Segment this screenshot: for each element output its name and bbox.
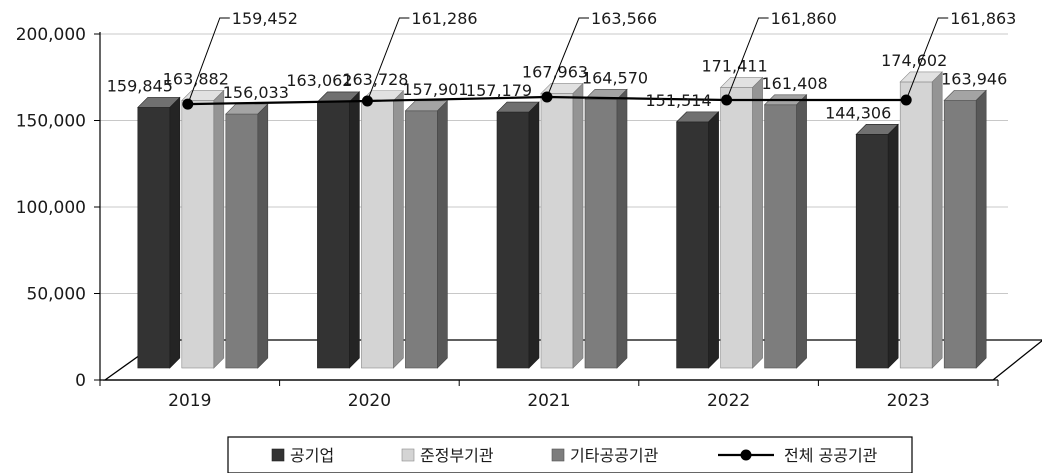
bar (316, 91, 361, 369)
legend-swatch (401, 448, 415, 462)
bar-side (528, 101, 540, 369)
bar (404, 100, 449, 369)
bar-value-label: 151,514 (646, 91, 712, 110)
legend-swatch (551, 448, 565, 462)
bar-side (708, 111, 719, 369)
bar-value-label: 163,882 (163, 69, 229, 88)
data-labels: 159,845163,882156,033163,062163,728157,9… (107, 9, 1017, 122)
bar-value-label: 163,946 (941, 69, 1007, 88)
bar (360, 90, 405, 369)
legend-label: 공기업 (290, 446, 334, 465)
bar-front (361, 100, 394, 369)
bar (496, 101, 540, 369)
x-tick-label: 2021 (527, 391, 570, 411)
x-tick-label: 2022 (707, 391, 750, 411)
bar-side (975, 89, 987, 369)
bar (225, 103, 269, 369)
bar-value-label: 157,179 (466, 81, 532, 100)
line-value-label: 161,860 (771, 9, 837, 28)
bar-front (720, 87, 753, 369)
x-tick-label: 2023 (887, 391, 930, 411)
x-tick-label: 2020 (348, 391, 391, 411)
bar-front (137, 107, 171, 369)
bar (763, 94, 808, 369)
bar-value-label: 156,033 (223, 83, 289, 102)
bar-side (349, 91, 360, 369)
line-value-label: 163,566 (591, 9, 657, 28)
bar-front (676, 121, 709, 369)
bars (137, 71, 987, 369)
bar-front (764, 104, 797, 369)
legend-swatch (271, 448, 285, 462)
y-tick-label: 150,000 (16, 112, 86, 132)
bar-front (540, 93, 574, 369)
legend-box (227, 436, 913, 473)
bar-front (943, 100, 977, 369)
legend-line-marker (740, 449, 752, 461)
line-value-label: 159,452 (232, 9, 298, 28)
bar-value-label: 159,845 (107, 76, 173, 95)
bar-front (899, 81, 933, 369)
line-callout-leader (187, 17, 230, 105)
bar-side (752, 76, 763, 369)
bar-side (393, 90, 404, 369)
legend-label: 준정부기관 (420, 446, 494, 465)
bar-value-label: 174,602 (881, 51, 947, 70)
line-value-label: 161,286 (411, 9, 477, 28)
bar-side (257, 103, 269, 369)
bar (584, 88, 628, 369)
bar (719, 76, 764, 369)
bar-side (887, 123, 899, 369)
bar-front (405, 110, 438, 369)
line-callout-leader (546, 17, 589, 98)
line-value-label: 161,863 (950, 9, 1016, 28)
bar (675, 111, 720, 369)
legend-label: 기타공공기관 (570, 446, 659, 465)
bar-value-label: 157,901 (402, 80, 468, 99)
y-tick-label: 50,000 (27, 285, 86, 305)
legend-label: 전체 공공기관 (784, 446, 878, 465)
line-callout-leader (905, 17, 949, 101)
legend: 공기업 준정부기관 기타공공기관 전체 공공기관 (227, 436, 913, 473)
bar-front (584, 98, 618, 369)
bar-side (572, 82, 584, 369)
bar-side (169, 96, 181, 369)
line-callout-leader (726, 17, 769, 101)
bar (855, 123, 899, 369)
bar-front (181, 100, 215, 369)
bar-value-label: 164,570 (582, 68, 648, 87)
bar-front (317, 101, 350, 369)
bar (943, 89, 987, 369)
axes: 0 50,000 100,000 150,000 200,000 2019 2020 2021… (16, 25, 999, 411)
bar-value-label: 144,306 (825, 103, 891, 122)
bar-side (796, 94, 807, 369)
bar-side (931, 71, 943, 369)
bar-value-label: 161,408 (762, 74, 828, 93)
y-tick-label: 100,000 (16, 198, 86, 218)
y-tick-label: 200,000 (16, 25, 86, 45)
bar (899, 71, 943, 369)
bar-side (616, 88, 628, 369)
bar-front (225, 113, 259, 369)
bar-value-label: 167,963 (522, 62, 588, 81)
bar-front (496, 111, 530, 369)
x-tick-label: 2019 (168, 391, 211, 411)
bar-value-label: 171,411 (702, 56, 768, 75)
bar-front (855, 134, 889, 369)
bar (540, 82, 584, 369)
bar-value-label: 163,062 (286, 71, 352, 90)
line-callout-leader (366, 17, 410, 102)
bar (137, 96, 181, 369)
bar-side (213, 89, 225, 369)
bar (181, 89, 225, 369)
bar-side (437, 100, 448, 369)
y-tick-label: 0 (75, 371, 86, 391)
